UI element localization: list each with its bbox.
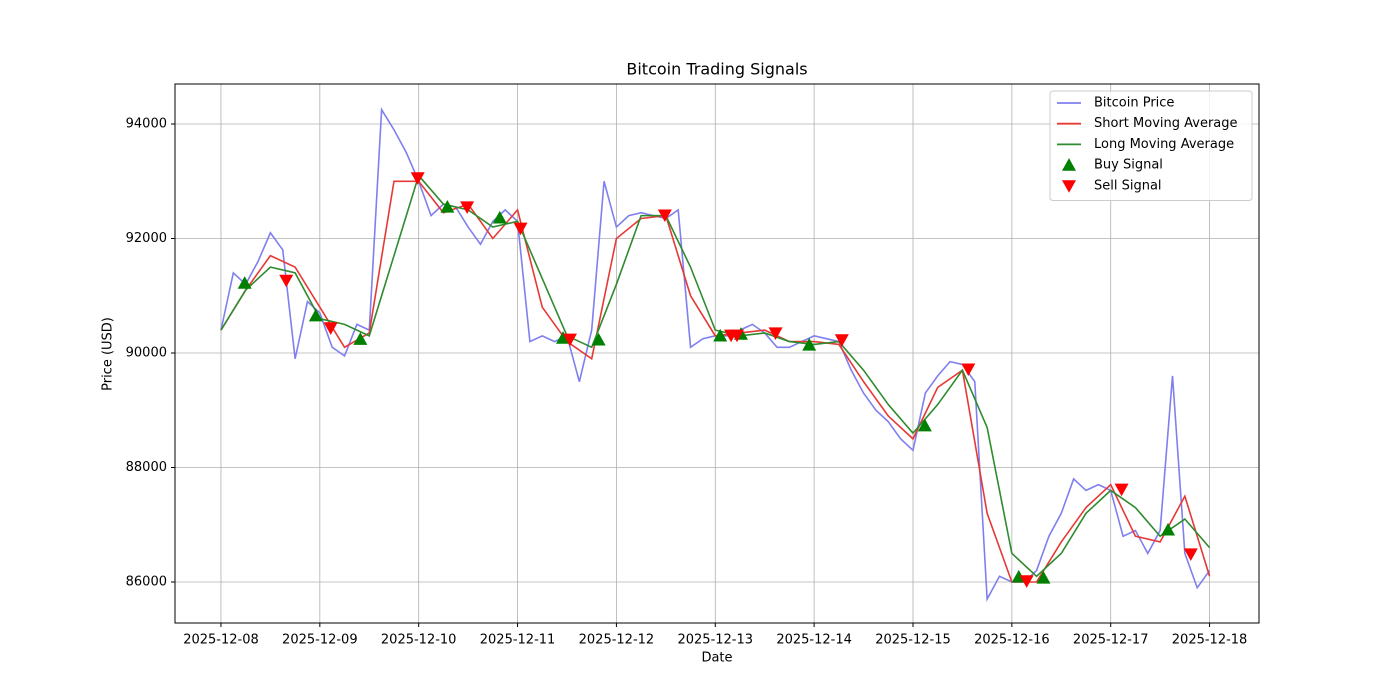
signal-marker: [1161, 522, 1176, 536]
legend-label: Sell Signal: [1094, 178, 1162, 193]
y-axis-label: Price (USD): [101, 317, 116, 391]
signal-marker: [768, 327, 783, 340]
signal-marker: [562, 333, 577, 347]
x-tick-label: 2025-12-11: [480, 633, 556, 648]
signal-marker: [410, 172, 425, 185]
x-tick-label: 2025-12-14: [776, 633, 852, 648]
y-tick-label: 86000: [126, 575, 167, 590]
y-tick-label: 92000: [126, 231, 167, 246]
price-line: [220, 173, 1211, 578]
y-tick-label: 90000: [126, 346, 167, 361]
signal-marker: [1114, 483, 1129, 497]
signal-marker: [323, 322, 338, 335]
x-tick-label: 2025-12-18: [1172, 633, 1248, 648]
signal-marker: [961, 363, 976, 377]
signal-marker: [353, 332, 368, 345]
legend-label: Long Moving Average: [1094, 137, 1234, 152]
signal-marker: [440, 200, 455, 213]
signal-marker: [1019, 575, 1034, 588]
legend-swatch: [1062, 180, 1076, 193]
signal-marker: [802, 337, 817, 351]
legend-label: Bitcoin Price: [1094, 96, 1174, 111]
x-tick-label: 2025-12-16: [974, 633, 1050, 648]
signal-marker: [237, 276, 252, 289]
x-tick-label: 2025-12-09: [282, 633, 358, 648]
signal-marker: [917, 418, 932, 432]
signal-marker: [308, 308, 323, 322]
plot-frame: [174, 83, 1260, 624]
signal-marker: [556, 331, 571, 344]
legend-label: Buy Signal: [1094, 158, 1163, 173]
signal-marker: [492, 210, 507, 224]
x-tick-label: 2025-12-15: [875, 633, 951, 648]
signal-marker: [1183, 548, 1198, 561]
legend-box: [1049, 90, 1253, 201]
legend-swatch: [1062, 158, 1076, 171]
signal-marker: [1036, 571, 1051, 584]
y-tick-label: 88000: [126, 460, 167, 475]
x-axis-label: Date: [701, 651, 732, 666]
x-tick-label: 2025-12-12: [579, 633, 655, 648]
signal-marker: [460, 201, 475, 215]
x-tick-label: 2025-12-17: [1073, 633, 1149, 648]
x-tick-label: 2025-12-10: [381, 633, 457, 648]
signal-marker: [591, 332, 606, 346]
signal-marker: [657, 209, 672, 223]
y-tick-label: 94000: [126, 117, 167, 132]
chart-title: Bitcoin Trading Signals: [626, 60, 807, 79]
signal-marker: [730, 329, 745, 343]
x-tick-label: 2025-12-08: [183, 633, 259, 648]
x-tick-label: 2025-12-13: [677, 633, 753, 648]
signal-marker: [713, 328, 728, 342]
signal-marker: [834, 334, 849, 347]
signal-marker: [513, 222, 528, 236]
signal-marker: [279, 274, 294, 288]
legend-label: Short Moving Average: [1094, 116, 1238, 131]
